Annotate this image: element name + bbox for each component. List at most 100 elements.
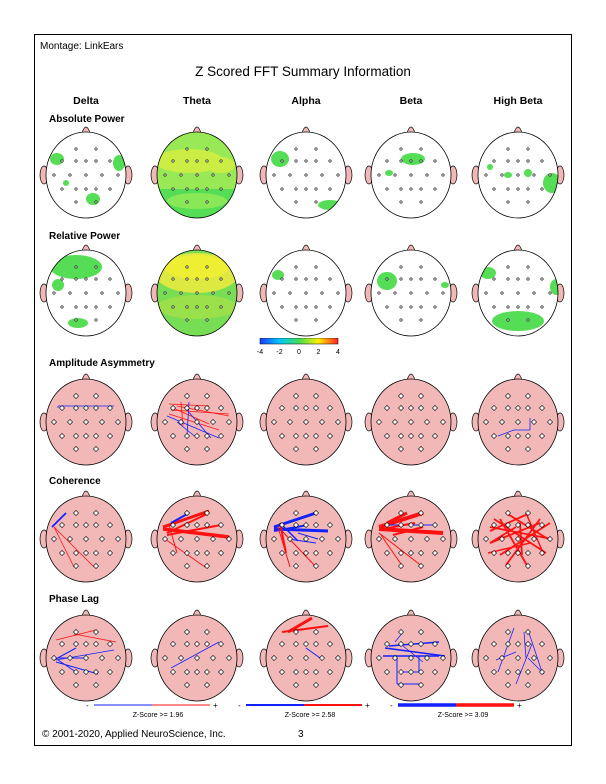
electrode-marker [399,147,403,151]
electrode-marker [227,173,231,177]
legend-plus: + [365,701,370,710]
electrode-marker [399,265,403,269]
band-high-beta: High Beta [493,95,543,107]
electrode-marker [525,510,531,516]
electrode-marker [60,187,64,191]
electrode-marker [293,510,299,516]
electrode-marker [385,305,389,309]
electrode-marker [419,200,423,204]
head-map-relative-power-beta [364,244,458,337]
connection-line [53,526,95,568]
electrode-marker [516,187,520,191]
electrode-marker [83,433,89,439]
electrode-marker [327,641,333,647]
electrode-marker [336,173,340,177]
head-map-phase-lag-high-beta [471,609,565,702]
electrode-marker [384,550,390,556]
connection-line [519,522,523,556]
electrode-marker [73,682,79,688]
head-map-amplitude-asymmetry-alpha [259,373,353,466]
electrode-marker [303,405,309,411]
zscore-region [318,200,342,210]
zscore-region [492,311,544,331]
electrode-marker [171,305,175,309]
head-map-relative-power-high-beta [471,244,565,337]
legend-plus: + [517,701,522,710]
colorbar-tick: 0 [297,349,301,356]
electrode-marker [99,536,105,542]
connection-line [499,522,551,556]
electrode-marker [314,159,318,163]
electrode-marker [93,510,99,516]
electrode-marker [385,159,389,163]
electrode-marker [100,173,104,177]
electrode-marker [73,446,79,452]
electrode-marker [93,522,99,528]
electrode-marker [384,405,390,411]
connection-line [170,641,220,669]
electrode-marker [531,655,537,661]
band-delta: Delta [73,95,99,107]
electrode-marker [408,655,414,661]
electrode-marker [280,305,284,309]
electrode-marker [194,655,200,661]
electrode-marker [304,305,308,309]
zscore-legend-1: - + [86,701,218,710]
electrode-marker [491,405,497,411]
electrode-marker [491,433,497,439]
connection-line [51,512,67,528]
connection-line [297,532,319,540]
electrode-marker [398,405,404,411]
zscore-region [50,153,64,165]
electrode-marker [376,419,382,425]
electrode-marker [409,187,413,191]
electrode-marker [408,419,414,425]
electrode-marker [491,641,497,647]
electrode-marker [205,277,209,281]
electrode-marker [74,265,78,269]
electrode-marker [73,550,79,556]
electrode-marker [303,550,309,556]
electrode-marker [83,405,89,411]
electrode-marker [539,669,545,675]
electrode-marker [94,318,98,322]
electrode-marker [314,277,318,281]
connection-line [497,627,515,673]
electrode-marker [526,187,530,191]
electrode-marker [492,187,496,191]
electrode-marker [184,393,190,399]
legend-label-3: Z-Score >= 3.09 [437,712,489,719]
electrode-marker [418,433,424,439]
electrode-marker [432,433,438,439]
electrode-marker [171,159,175,163]
electrode-marker [218,641,224,647]
electrode-marker [194,433,200,439]
electrode-marker [548,291,552,295]
connection-line [505,518,541,566]
electrode-marker [288,291,292,295]
electrode-marker [279,405,285,411]
electrode-marker [506,159,510,163]
electrode-marker [314,318,318,322]
electrode-marker [73,405,79,411]
electrode-marker [540,277,544,281]
connection-line [495,651,517,661]
electrode-marker [204,522,210,528]
electrode-marker [499,655,505,661]
electrode-marker [526,265,530,269]
electrode-marker [525,669,531,675]
electrode-marker [60,277,64,281]
electrode-marker [210,419,216,425]
connection-line [281,625,329,633]
electrode-marker [539,522,545,528]
zscore-region [441,282,449,288]
electrode-marker [287,419,293,425]
band-beta: Beta [399,95,423,107]
electrode-marker [107,522,113,528]
electrode-marker [409,291,413,295]
colorbar-tick: 4 [336,349,340,356]
electrode-marker [84,159,88,163]
electrode-marker [210,536,216,542]
electrode-marker [320,291,324,295]
electrode-marker [194,669,200,675]
